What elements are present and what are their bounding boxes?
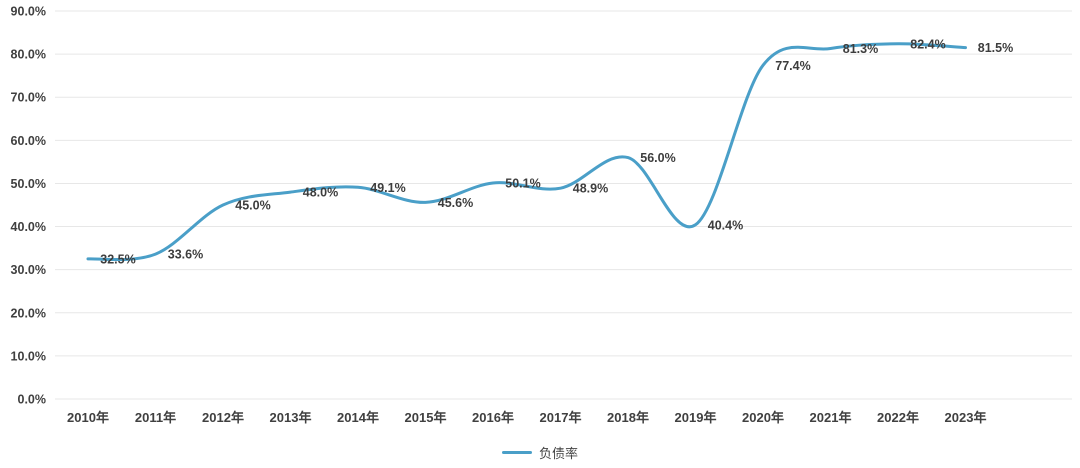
data-label: 40.4% [708,218,743,232]
data-label: 33.6% [168,248,203,262]
x-tick-label: 2018年 [607,410,649,425]
data-label: 45.0% [235,199,270,213]
x-tick-label: 2011年 [135,410,176,425]
y-tick-label: 20.0% [11,306,46,320]
data-label: 32.5% [100,252,135,266]
y-tick-label: 0.0% [18,393,47,407]
y-tick-label: 50.0% [11,177,46,191]
x-tick-label: 2016年 [472,410,514,425]
data-label: 49.1% [370,181,405,195]
data-label: 82.4% [910,37,945,51]
y-tick-label: 80.0% [11,48,46,62]
y-tick-label: 70.0% [11,91,46,105]
data-label: 48.0% [303,186,338,200]
x-axis-tick-labels: 2010年 2011年 2012年 2013年 2014年 2015年 2016年 2017年… [67,410,986,425]
x-tick-label: 2015年 [405,410,447,425]
data-label: 77.4% [775,59,810,73]
x-tick-label: 2023年 [945,410,987,425]
y-axis-tick-labels: 0.0% 10.0% 20.0% 30.0% 40.0% 50.0% 60.0% 70.0% 8… [11,5,46,407]
x-tick-label: 2014年 [337,410,379,425]
data-label: 81.5% [978,41,1013,55]
x-tick-label: 2021年 [810,410,852,425]
gridlines [55,10,1072,400]
series-line-debt-ratio [86,42,967,262]
legend-line-swatch [501,451,532,454]
data-label: 48.9% [573,182,608,196]
y-tick-label: 90.0% [11,5,46,19]
legend: 负债率 [0,443,1080,462]
x-tick-label: 2010年 [67,410,109,425]
legend-series-label: 负债率 [538,446,578,461]
data-label: 45.6% [438,196,473,210]
x-tick-label: 2012年 [202,410,244,425]
y-tick-label: 40.0% [11,220,46,234]
data-label: 81.3% [843,42,878,56]
data-label: 56.0% [640,151,675,165]
x-tick-label: 2022年 [877,410,919,425]
data-label: 50.1% [505,177,540,191]
x-tick-label: 2017年 [540,410,582,425]
x-tick-label: 2019年 [675,410,717,425]
y-tick-label: 30.0% [11,263,46,277]
x-tick-label: 2013年 [270,410,312,425]
y-tick-label: 60.0% [11,134,46,148]
x-tick-label: 2020年 [742,410,784,425]
data-labels: 32.5% 33.6% 45.0% 48.0% 49.1% 45.6% 50.1% 48.9%… [100,37,1013,266]
y-tick-label: 10.0% [11,349,46,363]
